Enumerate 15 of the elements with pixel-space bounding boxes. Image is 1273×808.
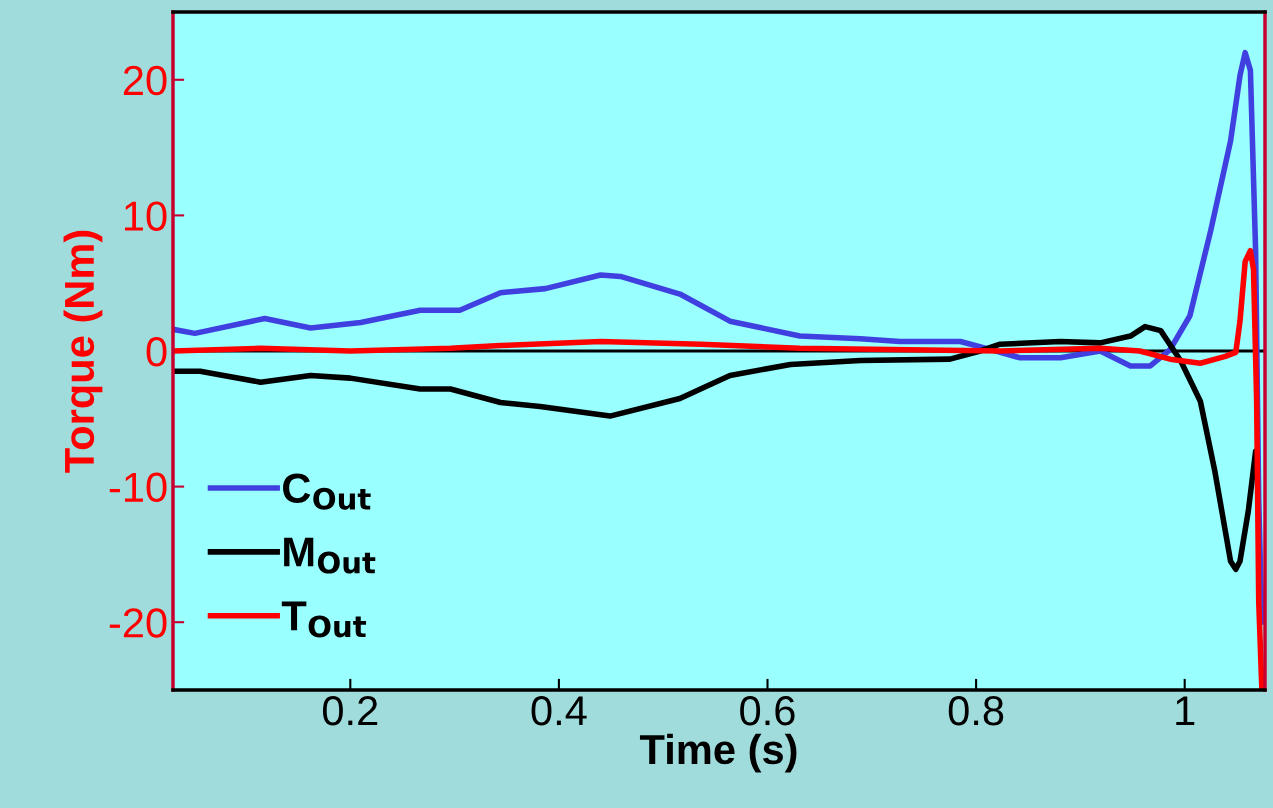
- y-tick-label: -10: [109, 472, 167, 503]
- y-tick-label: 0: [146, 337, 167, 367]
- y-tick-label: -20: [109, 608, 167, 638]
- x-tick-label: 0.8: [948, 695, 1004, 726]
- x-tick-label: 0.6: [740, 695, 795, 726]
- x-tick-label: 0.4: [531, 695, 587, 726]
- y-axis-title: Torque (Nm): [63, 230, 103, 473]
- x-tick-label: 0.2: [322, 695, 378, 726]
- y-tick-label: 10: [124, 201, 167, 231]
- legend-label: C$_{Out}$: [283, 473, 371, 510]
- x-axis-title: Time (s): [639, 733, 797, 773]
- legend-label: T$_{Out}$: [281, 601, 367, 638]
- legend-label: M$_{Out}$: [284, 537, 376, 574]
- y-tick-label: 20: [123, 65, 167, 96]
- x-tick-label: 1: [1176, 696, 1195, 726]
